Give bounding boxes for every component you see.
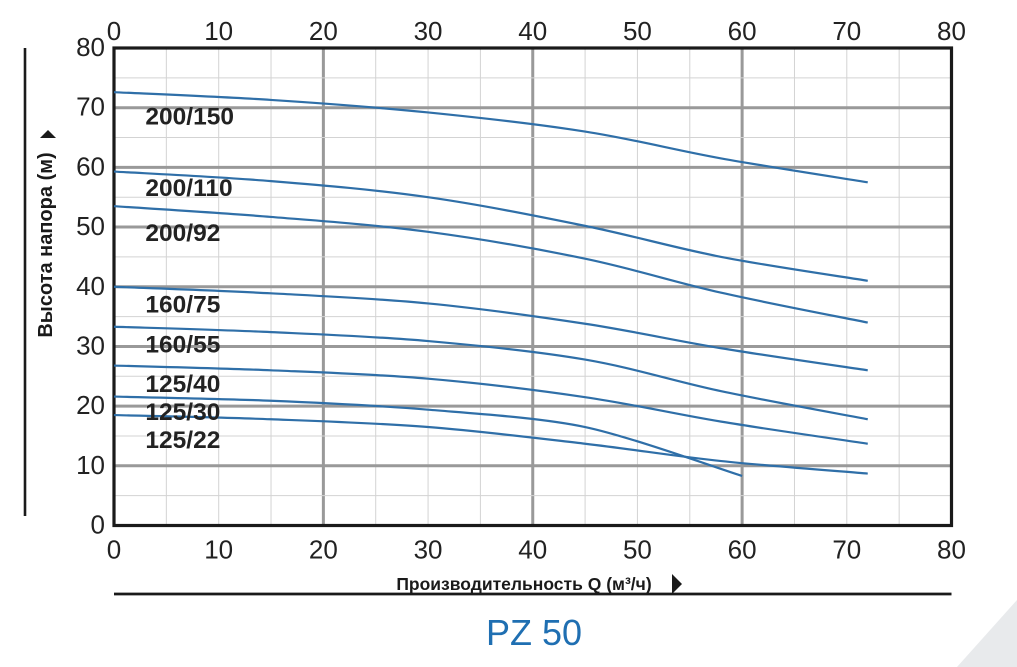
svg-text:30: 30 — [414, 16, 443, 46]
svg-text:160/55: 160/55 — [145, 332, 220, 359]
svg-text:60: 60 — [76, 151, 105, 181]
svg-text:40: 40 — [76, 271, 105, 301]
svg-text:200/110: 200/110 — [145, 175, 232, 202]
svg-text:80: 80 — [76, 32, 105, 62]
svg-text:70: 70 — [832, 16, 861, 46]
svg-text:Производительность Q (м³/ч): Производительность Q (м³/ч) — [396, 574, 651, 594]
svg-text:60: 60 — [728, 16, 757, 46]
svg-text:50: 50 — [623, 16, 652, 46]
svg-text:30: 30 — [76, 330, 105, 360]
svg-text:50: 50 — [76, 211, 105, 241]
svg-text:125/22: 125/22 — [145, 427, 220, 454]
svg-text:70: 70 — [76, 92, 105, 122]
svg-text:160/75: 160/75 — [145, 292, 220, 319]
svg-text:200/150: 200/150 — [145, 104, 234, 131]
svg-text:60: 60 — [728, 535, 757, 565]
svg-text:50: 50 — [623, 535, 652, 565]
svg-text:200/92: 200/92 — [145, 220, 220, 247]
svg-text:125/40: 125/40 — [145, 371, 220, 398]
svg-text:20: 20 — [309, 535, 338, 565]
svg-text:0: 0 — [91, 510, 105, 540]
svg-text:70: 70 — [832, 535, 861, 565]
svg-text:80: 80 — [937, 535, 966, 565]
svg-text:20: 20 — [309, 16, 338, 46]
svg-text:10: 10 — [204, 16, 233, 46]
svg-text:0: 0 — [107, 16, 121, 46]
svg-text:125/30: 125/30 — [145, 399, 220, 426]
svg-text:40: 40 — [518, 16, 547, 46]
svg-text:80: 80 — [937, 16, 966, 46]
svg-text:40: 40 — [518, 535, 547, 565]
svg-text:10: 10 — [204, 535, 233, 565]
svg-text:10: 10 — [76, 450, 105, 480]
svg-text:30: 30 — [414, 535, 443, 565]
svg-text:Высота напора (м): Высота напора (м) — [35, 152, 57, 337]
svg-text:20: 20 — [76, 390, 105, 420]
svg-text:PZ 50: PZ 50 — [486, 612, 582, 653]
svg-text:0: 0 — [107, 535, 121, 565]
